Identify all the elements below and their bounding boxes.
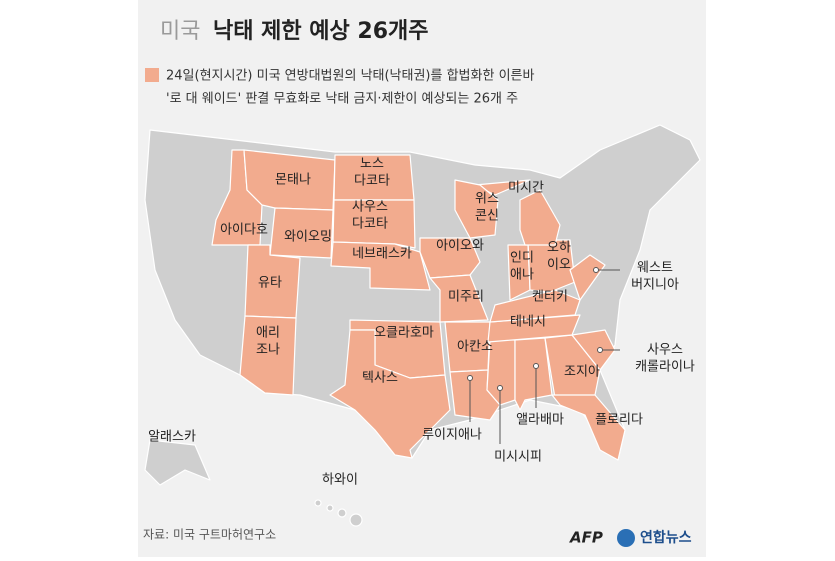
- state-label: 다코타: [354, 174, 390, 189]
- state-label: 버지니아: [631, 278, 679, 293]
- map: [144, 124, 701, 527]
- state-label: 인디: [510, 251, 534, 266]
- state-label: 사우스: [647, 343, 683, 358]
- state-label: 이오: [547, 258, 571, 273]
- state-label: 미시시피: [494, 450, 542, 465]
- state-label: 다코타: [352, 217, 388, 232]
- state-label: 몬태나: [275, 173, 311, 188]
- state-label: 루이지애나: [422, 428, 482, 443]
- title-prefix: 미국: [160, 19, 200, 44]
- state-label: 유타: [258, 276, 282, 291]
- hawaii: [314, 499, 363, 527]
- state-label: 텍사스: [362, 371, 398, 386]
- logo-afp: AFP: [569, 529, 603, 547]
- state-label: 조나: [256, 343, 280, 358]
- state-label: 앨라배마: [516, 413, 564, 428]
- state-label: 아이다호: [220, 223, 268, 238]
- region-label: 알래스카: [148, 430, 196, 445]
- state-label: 아칸소: [457, 340, 493, 355]
- legend-text: '로 대 웨이드' 판결 무효화로 낙태 금지·제한이 예상되는 26개 주: [166, 92, 518, 107]
- state-label: 콘신: [475, 209, 499, 224]
- state-label: 플로리다: [595, 413, 643, 428]
- state-label: 캐롤라이나: [635, 360, 695, 375]
- state-label: 웨스트: [637, 261, 673, 276]
- legend-swatch: [145, 68, 159, 82]
- state-label: 오하: [547, 241, 571, 256]
- state-label: 켄터키: [532, 290, 568, 305]
- source: 자료: 미국 구트마허연구소: [143, 528, 276, 542]
- state-label: 미주리: [448, 290, 484, 305]
- state-label: 사우스: [352, 200, 388, 215]
- legend-text: 24일(현지시간) 미국 연방대법원의 낙태(낙태권)를 합법화한 이른바: [166, 69, 534, 84]
- state-label: 애나: [510, 268, 534, 283]
- state-label: 조지아: [564, 365, 600, 380]
- state-label: 네브래스카: [352, 247, 412, 262]
- region-label: 하와이: [322, 473, 358, 488]
- states: [211, 149, 626, 461]
- state-label: 와이오밍: [284, 230, 332, 245]
- logo-mark: [617, 529, 635, 547]
- state-label: 노스: [360, 157, 384, 172]
- state-label: 위스: [475, 192, 499, 207]
- leaders: [467, 267, 620, 444]
- state-label: 애리: [256, 326, 280, 341]
- state-label: 오클라호마: [374, 326, 434, 341]
- state-label: 미시간: [508, 181, 544, 196]
- state-label: 테네시: [510, 315, 546, 330]
- logo-yonhap: 연합뉴스: [640, 529, 692, 546]
- state-label: 아이오와: [436, 239, 484, 254]
- alaska: [144, 439, 211, 486]
- title: 낙태 제한 예상 26개주: [213, 19, 429, 44]
